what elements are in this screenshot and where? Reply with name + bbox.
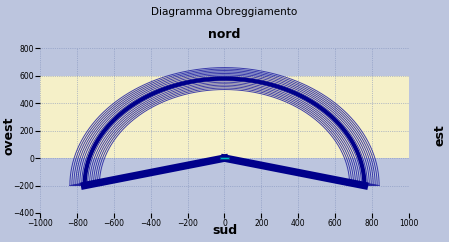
- Bar: [220, 157, 229, 159]
- Text: est: est: [434, 125, 447, 146]
- Text: ovest: ovest: [2, 116, 15, 155]
- Text: sud: sud: [212, 224, 237, 237]
- Text: Diagramma Obreggiamento: Diagramma Obreggiamento: [151, 7, 298, 17]
- Text: nord: nord: [208, 28, 241, 41]
- Bar: [40, 158, 409, 213]
- Bar: [40, 76, 409, 158]
- Bar: [40, 48, 409, 76]
